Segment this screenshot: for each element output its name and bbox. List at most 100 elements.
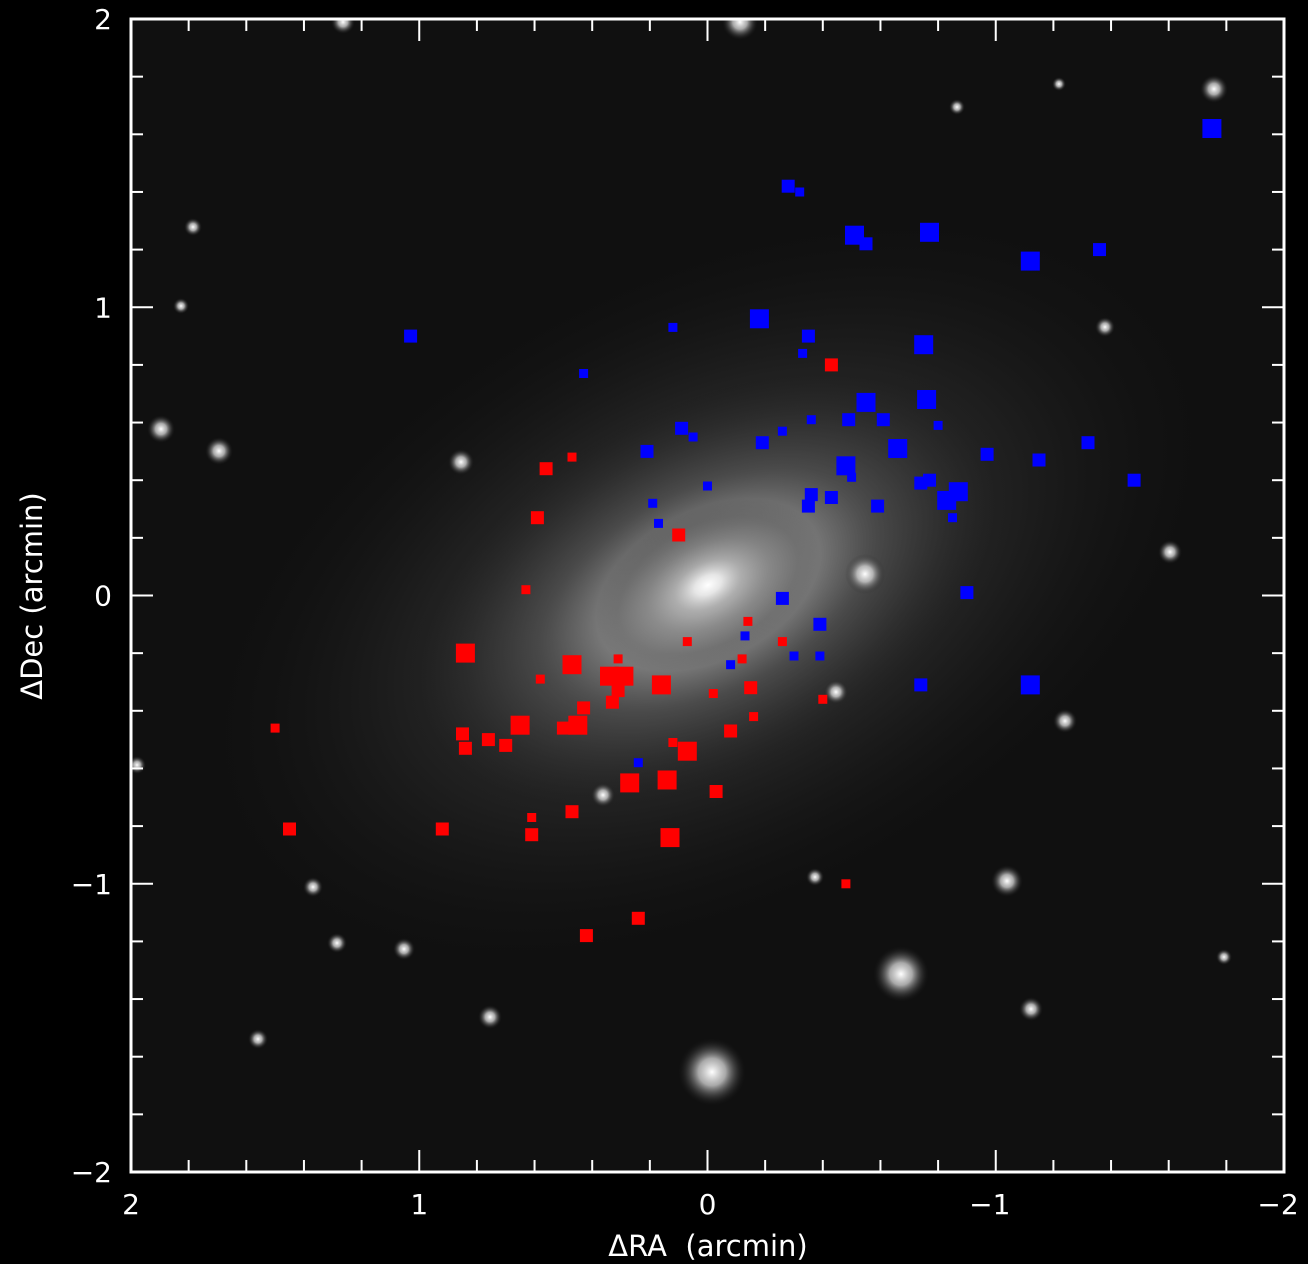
data-point-blue-41 (801, 499, 815, 513)
data-points (270, 119, 1222, 943)
data-point-red-27 (724, 724, 738, 738)
data-point-blue-48 (740, 631, 750, 641)
data-point-red-26 (556, 721, 570, 735)
data-point-red-3 (530, 511, 544, 525)
data-point-red-11 (613, 654, 623, 664)
data-point-blue-17 (806, 415, 816, 425)
data-point-blue-16 (917, 390, 937, 409)
data-point-red-24 (510, 715, 530, 735)
data-point-red-16 (651, 675, 671, 695)
data-point-blue-33 (703, 481, 712, 491)
data-point-red-36 (657, 770, 677, 790)
field-star (393, 938, 415, 960)
data-point-blue-3 (845, 225, 864, 245)
data-point-red-7 (682, 637, 692, 647)
data-point-blue-25 (640, 444, 654, 458)
y-tick-label: 0 (94, 580, 112, 613)
data-point-red-19 (708, 689, 718, 698)
data-point-red-38 (565, 805, 579, 819)
data-point-red-15 (535, 674, 545, 684)
field-star (205, 437, 233, 465)
data-point-blue-0 (1202, 119, 1222, 138)
field-star (873, 946, 929, 1002)
data-point-red-12 (737, 654, 747, 664)
data-point-blue-6 (1020, 251, 1040, 271)
x-tick-label: 0 (699, 1188, 717, 1221)
data-point-red-22 (577, 701, 591, 715)
field-star (1200, 75, 1228, 103)
data-point-red-5 (521, 585, 531, 595)
field-star (722, 19, 758, 40)
data-point-blue-49 (789, 651, 799, 661)
data-point-blue-37 (937, 490, 957, 510)
data-point-red-20 (605, 695, 619, 709)
data-point-red-10 (562, 655, 582, 675)
data-point-red-8 (777, 637, 787, 647)
data-point-red-21 (818, 694, 828, 704)
data-point-blue-11 (798, 348, 808, 358)
field-star (184, 218, 202, 236)
data-point-blue-54 (633, 758, 643, 768)
field-star (331, 19, 355, 34)
data-point-blue-50 (815, 651, 825, 661)
x-tick-label: 2 (122, 1188, 140, 1221)
data-point-blue-8 (749, 309, 769, 329)
data-point-blue-2 (795, 187, 805, 197)
data-point-red-35 (620, 773, 640, 793)
data-point-red-14 (614, 666, 634, 686)
x-tick-label: −1 (969, 1188, 1010, 1221)
y-tick-label: −1 (71, 868, 112, 901)
data-point-blue-47 (813, 617, 827, 631)
data-point-red-4 (672, 528, 686, 542)
y-axis-label: ΔDec (arcmin) (15, 492, 49, 700)
data-point-red-32 (458, 741, 472, 755)
data-point-red-39 (527, 813, 537, 822)
field-star (248, 1029, 268, 1049)
data-point-red-29 (270, 723, 280, 733)
data-point-blue-9 (668, 322, 678, 332)
data-point-blue-44 (654, 518, 663, 528)
data-point-blue-53 (1020, 675, 1040, 695)
field-star (991, 865, 1023, 897)
data-point-blue-27 (980, 447, 994, 461)
field-star (303, 877, 323, 897)
data-point-blue-14 (579, 369, 589, 378)
data-point-blue-29 (1032, 453, 1046, 467)
data-point-blue-12 (914, 335, 934, 355)
field-star (1158, 540, 1182, 564)
data-point-blue-42 (871, 499, 885, 513)
data-point-blue-18 (842, 413, 856, 427)
field-star (448, 449, 474, 475)
data-point-blue-38 (804, 488, 818, 502)
data-point-red-45 (631, 911, 645, 925)
data-point-blue-39 (824, 491, 838, 504)
y-tick-label: 2 (94, 3, 112, 36)
data-point-blue-40 (648, 498, 658, 508)
data-point-blue-7 (1093, 243, 1106, 257)
data-point-blue-45 (960, 586, 974, 600)
axis-ticks: 2 1 0 −1 −2 −2 −1 0 1 2 (71, 3, 1299, 1221)
field-star (1019, 997, 1043, 1021)
data-point-red-9 (455, 643, 475, 663)
field-star (845, 554, 885, 594)
x-tick-label: −2 (1257, 1188, 1298, 1221)
y-tick-label: 1 (94, 291, 112, 324)
data-point-red-30 (481, 733, 495, 747)
data-point-blue-26 (888, 439, 908, 458)
x-tick-label: 1 (410, 1188, 428, 1221)
sky-image (131, 19, 1232, 1106)
data-point-red-2 (567, 452, 577, 462)
x-axis-label: ΔRA (arcmin) (608, 1229, 807, 1263)
field-star (1053, 709, 1077, 733)
data-point-blue-13 (404, 329, 418, 343)
field-star (1052, 77, 1066, 91)
data-point-red-34 (677, 741, 697, 761)
data-point-blue-19 (876, 413, 890, 427)
data-point-red-1 (539, 462, 553, 476)
data-point-blue-22 (688, 432, 698, 442)
field-star (327, 933, 347, 953)
field-star (1216, 949, 1232, 965)
data-point-blue-32 (1127, 473, 1141, 487)
data-point-red-13 (600, 666, 619, 686)
